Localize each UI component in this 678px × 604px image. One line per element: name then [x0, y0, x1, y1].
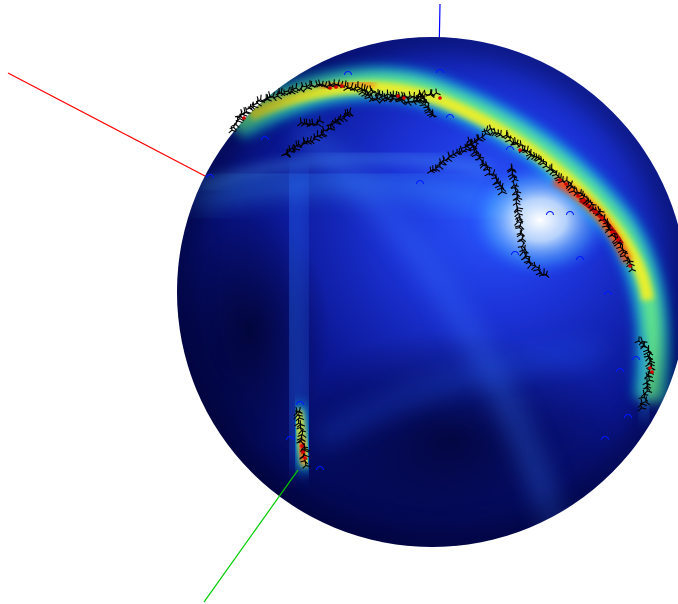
tripod-marker: [326, 123, 336, 131]
red-dot-marker: [558, 178, 562, 182]
tripod-marker: [634, 336, 643, 344]
blue-circle-marker: [344, 71, 352, 76]
tripod-marker: [637, 402, 647, 412]
tripod-marker: [567, 181, 577, 192]
red-dot-marker: [594, 210, 598, 214]
blue-circle-marker: [296, 401, 304, 406]
red-dot-marker: [628, 264, 632, 268]
red-dot-marker: [600, 216, 604, 220]
red-dot-marker: [396, 94, 400, 98]
red-dot-marker: [564, 182, 568, 186]
tripod-marker: [293, 409, 303, 420]
blue-circle-marker: [206, 174, 214, 179]
blue-circle-marker: [624, 414, 632, 419]
x-axis-line: [7, 72, 206, 177]
blue-circle-marker: [506, 146, 514, 151]
blue-circle-marker: [436, 69, 444, 74]
y-axis-line: [203, 469, 299, 603]
blue-circle-marker: [604, 291, 612, 296]
tripod-marker: [439, 155, 449, 164]
red-dot-marker: [576, 194, 580, 198]
tripod-marker: [637, 398, 648, 408]
tripod-marker: [291, 82, 301, 92]
sphere-surface[interactable]: [170, 37, 678, 550]
blue-circle-marker: [286, 436, 294, 441]
red-dot-marker: [242, 116, 246, 120]
red-dot-marker: [340, 84, 344, 88]
red-dot-marker: [518, 148, 522, 152]
tripod-marker: [432, 88, 441, 97]
red-dot-marker: [610, 230, 614, 234]
blue-circle-marker: [576, 256, 584, 261]
tripod-marker: [542, 270, 550, 278]
tripod-marker: [542, 161, 550, 169]
tripod-marker: [595, 208, 605, 217]
tripod-marker: [294, 140, 303, 148]
blue-circle-marker: [601, 436, 609, 441]
red-dot-marker: [582, 198, 586, 202]
red-dot-marker: [402, 96, 406, 100]
red-dot-marker: [301, 450, 305, 454]
tripod-marker: [510, 137, 521, 146]
tripod-marker: [361, 89, 371, 98]
tripod-marker: [255, 94, 266, 104]
blue-circle-marker: [616, 368, 624, 373]
blue-circle-marker: [546, 211, 554, 216]
tripod-marker: [488, 169, 498, 178]
tripod-marker: [643, 346, 654, 356]
tripod-marker: [332, 115, 342, 126]
red-dot-marker: [334, 85, 338, 89]
blue-circle-marker: [511, 251, 519, 256]
tripod-marker: [364, 90, 372, 98]
tripod-marker: [344, 107, 354, 117]
tripod-marker: [315, 115, 325, 124]
blue-circle-marker: [632, 356, 640, 361]
tripod-marker: [308, 118, 318, 127]
blue-circle-marker: [261, 136, 269, 141]
tripod-marker: [429, 110, 437, 118]
blue-circle-marker: [316, 466, 324, 471]
tripod-marker: [302, 460, 311, 469]
tripod-marker: [573, 187, 583, 197]
tripod-marker: [468, 141, 478, 151]
red-dot-marker: [300, 444, 304, 448]
tripod-marker: [640, 342, 648, 350]
tripod-marker: [249, 101, 259, 110]
red-dot-marker: [616, 238, 620, 242]
tripod-marker: [537, 155, 547, 165]
red-dot-markers: [242, 84, 654, 460]
tripod-marker: [644, 372, 652, 380]
blue-circle-marker: [416, 180, 424, 185]
tripod-marker: [291, 144, 301, 153]
tripod-marker: [481, 125, 491, 135]
tripod-marker: [305, 135, 315, 145]
red-dot-marker: [328, 86, 332, 90]
tripod-marker: [516, 230, 525, 238]
red-dot-marker: [438, 96, 442, 100]
tripod-marker: [487, 124, 495, 132]
tripod-marker: [372, 95, 381, 104]
red-dot-marker: [650, 370, 654, 374]
tripod-marker: [280, 89, 289, 97]
blue-circle-marker: [566, 211, 574, 216]
red-dot-marker: [648, 366, 652, 370]
blue-circle-marker: [446, 114, 454, 119]
tripod-marker: [497, 186, 508, 196]
tripod-marker: [511, 186, 522, 196]
red-dot-marker: [303, 456, 307, 460]
